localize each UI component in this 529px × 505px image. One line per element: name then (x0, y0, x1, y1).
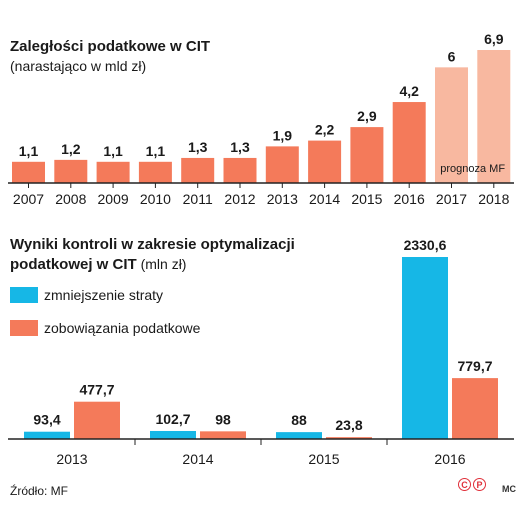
chart2-value-label-2015-series-2: 23,8 (335, 417, 362, 433)
chart1-bar-2011 (181, 157, 215, 183)
chart2-bar-2016-series-2 (452, 378, 498, 439)
chart1-value-label-2012: 1,3 (230, 139, 250, 155)
chart1-bar-2015 (350, 127, 384, 183)
chart2-title-line1: Wyniki kontroli w zakresie optymalizacji (10, 236, 295, 253)
p-circle-icon: P (473, 478, 486, 491)
chart1-value-label-2014: 2,2 (315, 122, 335, 138)
legend-item-reduction: zmniejszenie straty (10, 287, 163, 303)
chart2-value-label-2016-series-1: 2330,6 (404, 237, 447, 253)
c-circle-icon: C (458, 478, 471, 491)
chart2-bar-2014-series-2 (200, 431, 246, 439)
chart2-title-line2: podatkowej w CIT (mln zł) (10, 255, 186, 275)
chart2-bar-2014-series-1 (150, 430, 196, 439)
chart2-x-label-2014: 2014 (182, 451, 213, 467)
chart2-value-label-2013-series-2: 477,7 (79, 382, 114, 398)
chart1-value-label-2010: 1,1 (146, 143, 166, 159)
chart1-x-label-2010: 2010 (140, 191, 171, 207)
chart1-value-label-2016: 4,2 (399, 83, 419, 99)
chart2-x-label-2013: 2013 (56, 451, 87, 467)
chart1-value-label-2015: 2,9 (357, 108, 377, 124)
chart1-value-label-2008: 1,2 (61, 141, 81, 157)
chart1-bar-2009 (96, 161, 130, 183)
chart1-x-label-2016: 2016 (394, 191, 425, 207)
chart1-x-label-2008: 2008 (55, 191, 86, 207)
chart1-bar-2017 (435, 67, 468, 183)
chart1-value-label-2017: 6 (448, 48, 456, 64)
legend-swatch-liabilities (10, 320, 38, 336)
chart1-value-label-2018: 6,9 (484, 31, 504, 47)
chart2-value-label-2013-series-1: 93,4 (33, 412, 60, 428)
chart1-x-label-2007: 2007 (13, 191, 44, 207)
chart1-bar-2012 (223, 157, 257, 183)
chart1-x-label-2013: 2013 (267, 191, 298, 207)
chart1-value-label-2009: 1,1 (103, 143, 123, 159)
chart2-value-label-2014-series-2: 98 (215, 411, 231, 427)
legend-label-reduction: zmniejszenie straty (44, 287, 164, 303)
chart1-x-label-2014: 2014 (309, 191, 340, 207)
chart2-value-label-2016-series-2: 779,7 (457, 358, 492, 374)
chart2-title-unit: (mln zł) (136, 256, 187, 272)
chart1-x-label-2011: 2011 (183, 191, 213, 207)
chart1-x-label-2018: 2018 (478, 191, 509, 207)
chart1-bar-2008 (54, 159, 88, 183)
chart1-bar-2010 (138, 161, 172, 183)
chart1-value-label-2007: 1,1 (19, 143, 39, 159)
chart2-x-label-2016: 2016 (434, 451, 465, 467)
legend-item-liabilities: zobowiązania podatkowe (10, 320, 200, 336)
chart1-x-label-2012: 2012 (224, 191, 255, 207)
source-note: Źródło: MF (10, 484, 69, 498)
copyright-logo: C P (458, 478, 488, 491)
chart1-x-label-2009: 2009 (98, 191, 129, 207)
chart2-value-label-2014-series-1: 102,7 (155, 411, 190, 427)
chart1-x-label-2017: 2017 (436, 191, 467, 207)
chart2-title-bold: podatkowej w CIT (10, 256, 137, 273)
chart2-bar-2016-series-1 (402, 257, 448, 439)
chart1-bar-2007 (12, 161, 45, 183)
chart1-bar-2014 (308, 140, 342, 183)
chart1-x-label-2015: 2015 (351, 191, 382, 207)
chart1-value-label-2011: 1,3 (188, 139, 208, 155)
chart2-bar-2015-series-2 (326, 437, 372, 439)
chart1-bar-2016 (392, 102, 426, 183)
chart1-subtitle: (narastająco w mld zł) (10, 58, 147, 74)
chart2-value-label-2015-series-1: 88 (291, 412, 307, 428)
legend-swatch-reduction (10, 287, 38, 303)
chart2-bar-2013-series-2 (74, 401, 120, 439)
chart1-bar-2013 (265, 146, 299, 183)
legend-label-liabilities: zobowiązania podatkowe (44, 320, 201, 336)
chart1-value-label-2013: 1,9 (273, 127, 293, 143)
chart2-bar-2015-series-1 (276, 432, 322, 439)
author-initials: MC (502, 484, 516, 494)
chart1-bar-2018 (477, 50, 511, 183)
chart1-title: Zaległości podatkowe w CIT (10, 38, 211, 55)
chart2-bar-2013-series-1 (24, 431, 70, 439)
chart1-forecast-label: prognoza MF (440, 163, 505, 175)
chart2-x-label-2015: 2015 (308, 451, 339, 467)
